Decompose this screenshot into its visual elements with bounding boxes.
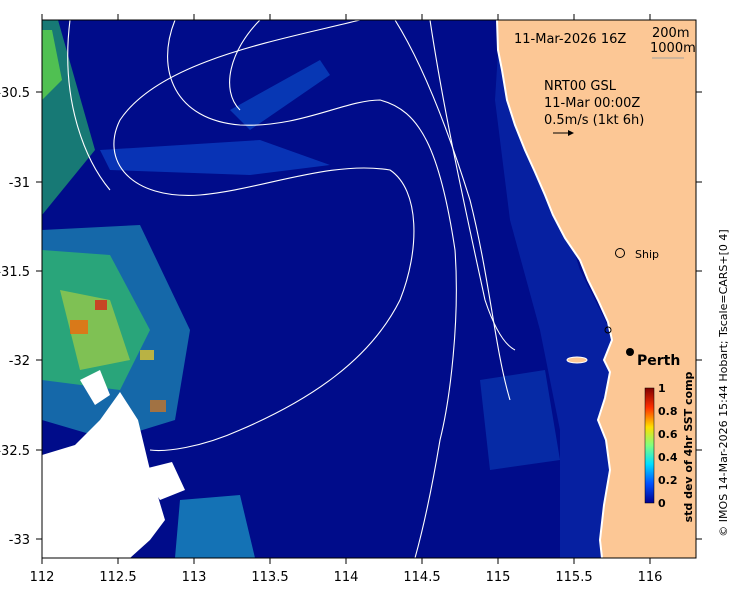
x-tick-label: 113 [182, 570, 207, 585]
coastline [496, 20, 614, 558]
y-tick-label: -32.5 [0, 444, 30, 459]
x-tick-label: 112 [30, 570, 55, 585]
perth-label: Perth [637, 353, 680, 369]
credit-text: © IMOS 14-Mar-2026 15:44 Hobart; Tscale=… [717, 229, 730, 536]
timestamp-label: 11-Mar-2026 16Z [514, 32, 626, 47]
x-tick-label: 113.5 [251, 570, 288, 585]
sst-anomaly-patches [42, 20, 560, 558]
isobath-label-2: 1000m [650, 41, 696, 56]
x-tick-label: 112.5 [99, 570, 136, 585]
colorbar-tick: 0.2 [658, 474, 678, 487]
colorbar-tick: 0 [658, 497, 666, 510]
contour-lines [67, 20, 516, 558]
plot-border [41, 19, 697, 559]
colorbar-tick: 1 [658, 382, 666, 395]
colorbar-tick: 0.6 [658, 428, 678, 441]
y-tick-label: -31.5 [0, 265, 30, 280]
y-tick-label: -33 [9, 533, 30, 548]
y-tick-label: -31 [9, 176, 30, 191]
x-tick-label: 114.5 [403, 570, 440, 585]
x-axis [41, 14, 651, 564]
product-scale: 0.5m/s (1kt 6h) [544, 113, 644, 128]
x-tick-label: 115.5 [555, 570, 592, 585]
y-tick-label: -30.5 [0, 86, 30, 101]
x-tick-label: 114 [334, 570, 359, 585]
ship-label: Ship [635, 248, 659, 261]
y-axis [36, 91, 702, 540]
y-tick-label: -32 [9, 354, 30, 369]
colorbar: 1 0.8 0.6 0.4 0.2 0 std dev of 4hr SST c… [644, 371, 695, 522]
rottnest-island [566, 356, 588, 364]
colorbar-title: std dev of 4hr SST comp [682, 371, 695, 522]
colorbar-tick: 0.4 [658, 451, 678, 464]
colorbar-gradient [644, 387, 655, 504]
product-name: NRT00 GSL [544, 79, 617, 94]
no-data-region [42, 370, 185, 558]
x-tick-label: 116 [638, 570, 663, 585]
product-time: 11-Mar 00:00Z [544, 96, 640, 111]
perth-marker [626, 348, 634, 356]
colorbar-tick: 0.8 [658, 405, 678, 418]
isobath-label-1: 200m [652, 26, 689, 41]
garden-island [604, 326, 612, 334]
ship-marker [615, 248, 625, 258]
velocity-scale-arrow [553, 130, 574, 136]
x-tick-label: 115 [486, 570, 511, 585]
